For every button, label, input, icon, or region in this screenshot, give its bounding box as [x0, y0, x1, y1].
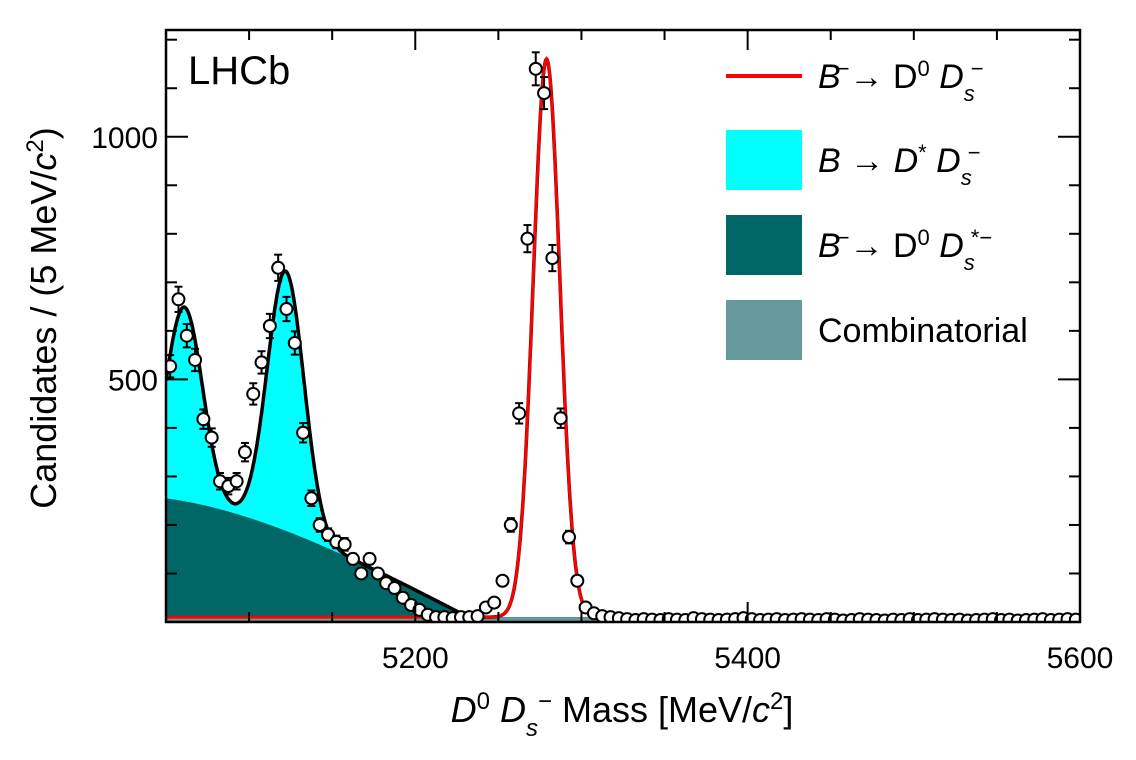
y-tick-label: 1000 [91, 122, 158, 155]
legend: B−→ D0 Ds− B → D* Ds− B−→ D0 Ds*− Combin… [726, 56, 1028, 360]
data-point [370, 566, 385, 581]
data-point [287, 330, 302, 356]
axis-ticks: 5200 5400 5600 500 1000 [91, 30, 1113, 675]
x-tick-label: 5600 [1047, 642, 1114, 675]
data-point [354, 566, 369, 581]
y-axis-title: Candidates / (5 MeV/c2) [22, 127, 65, 509]
legend-swatch-dsstar [726, 215, 802, 275]
data-point [237, 441, 252, 463]
data-point [271, 253, 286, 282]
data-point [204, 427, 219, 448]
y-tick-label: 500 [108, 364, 158, 397]
data-point [296, 422, 311, 444]
legend-label-combinatorial: Combinatorial [818, 312, 1028, 350]
data-point [196, 408, 211, 430]
data-point [345, 551, 360, 566]
data-point [387, 581, 402, 596]
data-point [528, 51, 543, 87]
data-point [362, 551, 377, 566]
data-point [470, 609, 485, 622]
legend-swatch-dstar [726, 130, 802, 190]
legend-label-signal: B−→ D0 Ds− [818, 56, 984, 106]
data-point [171, 285, 186, 313]
data-point [262, 312, 277, 340]
data-point [166, 354, 178, 379]
data-point [487, 595, 502, 610]
data-point [570, 573, 585, 588]
data-point [512, 402, 527, 425]
data-point [578, 600, 593, 615]
data-point [537, 76, 552, 111]
data-point [246, 382, 261, 406]
x-axis-title: D0 Ds− Mass [MeV/c2] [451, 688, 794, 742]
data-point [229, 472, 244, 491]
data-point [503, 517, 518, 533]
data-point [1068, 612, 1080, 622]
data-point [561, 529, 576, 545]
legend-label-dstar: B → D* Ds− [818, 140, 981, 190]
data-point [312, 517, 327, 533]
data-point [495, 573, 510, 588]
data-point [221, 476, 236, 496]
experiment-label: LHCb [188, 49, 290, 93]
plot-area [166, 51, 1080, 622]
data-point [188, 347, 203, 373]
data-point [179, 323, 194, 349]
data-point [545, 243, 560, 273]
x-tick-label: 5400 [714, 642, 781, 675]
x-tick-label: 5200 [382, 642, 449, 675]
data-point [553, 407, 568, 429]
plot-frame [164, 28, 1082, 624]
legend-swatch-combinatorial [726, 300, 802, 360]
data-point [279, 295, 294, 323]
data-point [304, 489, 319, 508]
data-point [520, 224, 535, 254]
legend-label-dsstar: B−→ D0 Ds*− [818, 225, 992, 275]
data-point [254, 350, 269, 375]
data-point [337, 537, 352, 552]
